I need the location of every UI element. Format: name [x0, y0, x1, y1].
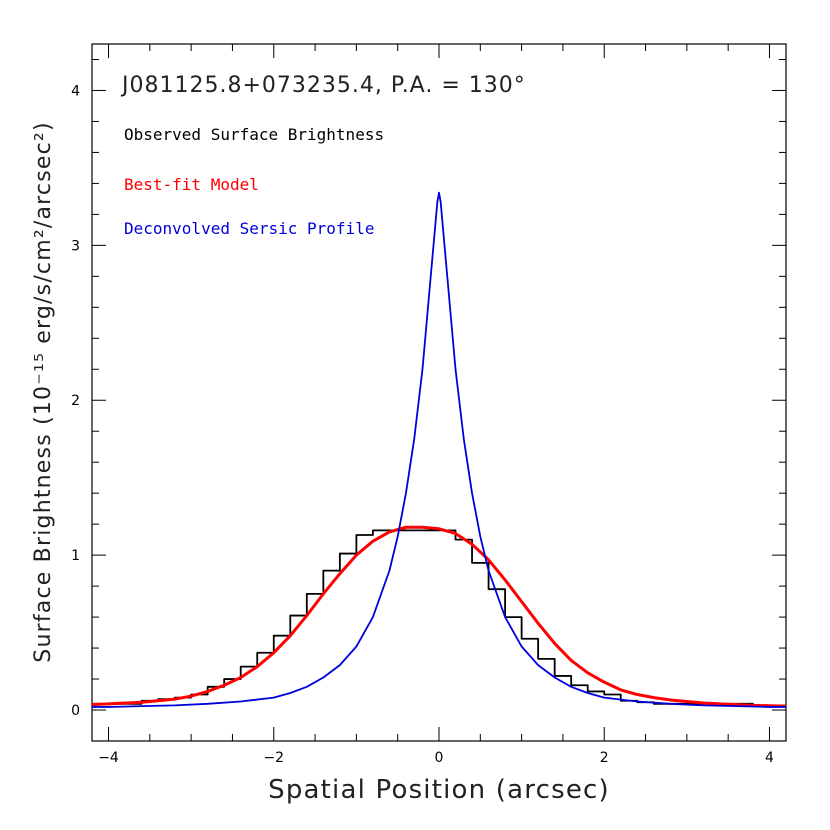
legend-entry-observed: Observed Surface Brightness	[124, 125, 384, 144]
axis-ticks: −4 −2 0 2 4 0 1 2 3 4	[71, 44, 786, 766]
y-tick-label: 1	[71, 548, 80, 564]
x-tick-label: 2	[600, 750, 609, 766]
x-axis-label: Spatial Position (arcsec)	[268, 775, 610, 805]
x-tick-label: −4	[98, 750, 119, 766]
x-tick-label: 4	[765, 750, 774, 766]
series-best-fit-model	[91, 525, 787, 708]
series-group	[91, 191, 787, 708]
y-tick-label: 0	[71, 703, 80, 719]
x-tick-label: 0	[435, 750, 444, 766]
y-tick-label: 2	[71, 393, 80, 409]
x-tick-label: −2	[263, 750, 284, 766]
plot-frame	[91, 43, 787, 742]
y-tick-label: 4	[71, 83, 80, 99]
legend-entry-best-fit: Best-fit Model	[124, 175, 259, 194]
series-deconvolved-sersic	[92, 191, 786, 708]
y-tick-label: 3	[71, 238, 80, 254]
y-axis-label: Surface Brightness (10⁻¹⁵ erg/s/cm²/arcs…	[31, 121, 56, 662]
chart-title: J081125.8+073235.4, P.A. = 130°	[120, 73, 526, 98]
series-observed-histogram	[92, 529, 786, 707]
legend-entry-sersic: Deconvolved Sersic Profile	[124, 219, 374, 238]
